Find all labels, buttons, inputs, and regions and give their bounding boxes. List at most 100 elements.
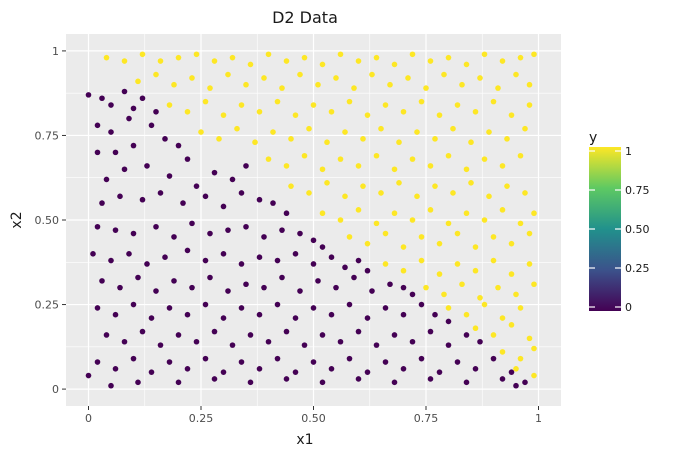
data-point-y1 — [405, 75, 411, 81]
data-point-y0 — [373, 342, 380, 348]
data-point-y0 — [211, 169, 218, 176]
data-point-y1 — [391, 210, 398, 217]
data-point-y1 — [324, 180, 330, 186]
data-point-y1 — [355, 207, 362, 213]
data-point-y1 — [418, 98, 425, 105]
data-point-y0 — [319, 379, 326, 386]
data-point-y1 — [531, 281, 537, 288]
data-point-y1 — [459, 281, 465, 288]
data-point-y1 — [481, 217, 488, 223]
data-point-y1 — [459, 81, 465, 88]
data-point-y0 — [175, 142, 182, 149]
data-point-y1 — [157, 58, 164, 64]
data-point-y0 — [346, 301, 353, 308]
data-point-y1 — [414, 193, 420, 200]
data-point-y1 — [382, 230, 389, 237]
data-point-y0 — [153, 288, 159, 294]
data-point-y1 — [441, 71, 447, 78]
data-point-y1 — [337, 217, 344, 223]
data-point-y0 — [364, 369, 371, 375]
data-point-y1 — [472, 325, 479, 332]
data-point-y1 — [409, 217, 416, 223]
data-point-y1 — [504, 183, 510, 189]
data-point-y0 — [454, 359, 461, 365]
data-point-y0 — [112, 227, 119, 233]
data-point-y0 — [166, 359, 173, 365]
data-point-y1 — [441, 291, 447, 298]
data-point-y1 — [135, 78, 141, 85]
x-tick-label: 1 — [535, 412, 542, 425]
data-point-y0 — [171, 278, 177, 284]
x-tick-label: 0.25 — [189, 412, 214, 425]
data-point-y0 — [126, 115, 132, 122]
data-point-y0 — [175, 332, 182, 338]
data-point-y0 — [490, 355, 497, 362]
data-point-y1 — [400, 244, 407, 250]
data-point-y1 — [463, 311, 470, 318]
data-point-y1 — [216, 136, 222, 142]
data-point-y1 — [513, 71, 519, 78]
data-point-y0 — [202, 355, 209, 362]
data-point-y1 — [418, 234, 425, 240]
data-point-y1 — [454, 261, 461, 267]
colorbar-tick-label: 0.75 — [625, 184, 650, 197]
data-points — [85, 51, 537, 389]
data-point-y1 — [288, 136, 294, 142]
data-point-y0 — [355, 328, 362, 335]
data-point-y0 — [238, 359, 245, 365]
data-point-y0 — [189, 284, 195, 291]
data-point-y0 — [310, 359, 317, 365]
data-point-y1 — [279, 85, 285, 91]
data-point-y0 — [445, 342, 452, 348]
data-point-y1 — [423, 85, 429, 91]
data-point-y1 — [315, 81, 321, 88]
data-point-y0 — [274, 355, 281, 362]
data-point-y0 — [256, 366, 263, 372]
data-point-y1 — [517, 54, 524, 61]
data-point-y1 — [220, 112, 227, 118]
data-point-y0 — [157, 190, 164, 196]
data-point-y0 — [427, 376, 434, 382]
data-point-y0 — [337, 338, 344, 345]
data-point-y1 — [414, 129, 420, 135]
data-point-y0 — [270, 200, 276, 206]
data-point-y0 — [99, 278, 105, 284]
data-point-y1 — [252, 139, 258, 146]
data-point-y1 — [445, 54, 452, 61]
data-point-y1 — [481, 51, 488, 58]
data-point-y0 — [391, 379, 398, 386]
data-point-y1 — [193, 51, 200, 58]
data-point-y1 — [508, 322, 515, 328]
data-point-y1 — [373, 220, 380, 227]
data-point-y1 — [517, 152, 524, 159]
y-tick-label: 1 — [52, 45, 59, 58]
data-point-y0 — [94, 305, 101, 311]
data-point-y0 — [85, 372, 92, 379]
data-point-y1 — [360, 183, 366, 189]
data-point-y0 — [297, 288, 303, 294]
data-point-y1 — [103, 54, 110, 61]
data-point-y0 — [319, 332, 326, 338]
data-point-y1 — [373, 152, 380, 159]
colorbar-ticks: 0 0.25 0.50 0.75 1 — [589, 145, 650, 314]
data-point-y1 — [499, 58, 506, 64]
data-point-y0 — [207, 274, 213, 281]
colorbar-tick-label: 0.25 — [625, 262, 650, 275]
data-point-y0 — [409, 338, 416, 345]
data-point-y1 — [526, 335, 533, 342]
data-point-y0 — [256, 196, 263, 203]
data-point-y1 — [355, 58, 362, 64]
data-point-y0 — [279, 274, 285, 281]
data-point-y1 — [513, 366, 519, 372]
data-point-y1 — [531, 51, 537, 58]
data-point-y0 — [292, 315, 299, 321]
data-point-y1 — [387, 81, 393, 88]
data-point-y1 — [342, 193, 348, 200]
data-point-y0 — [144, 163, 150, 169]
data-point-y0 — [184, 311, 191, 318]
data-point-y1 — [306, 190, 312, 196]
data-point-y1 — [207, 85, 213, 91]
data-point-y1 — [351, 85, 357, 91]
data-point-y1 — [306, 125, 312, 132]
